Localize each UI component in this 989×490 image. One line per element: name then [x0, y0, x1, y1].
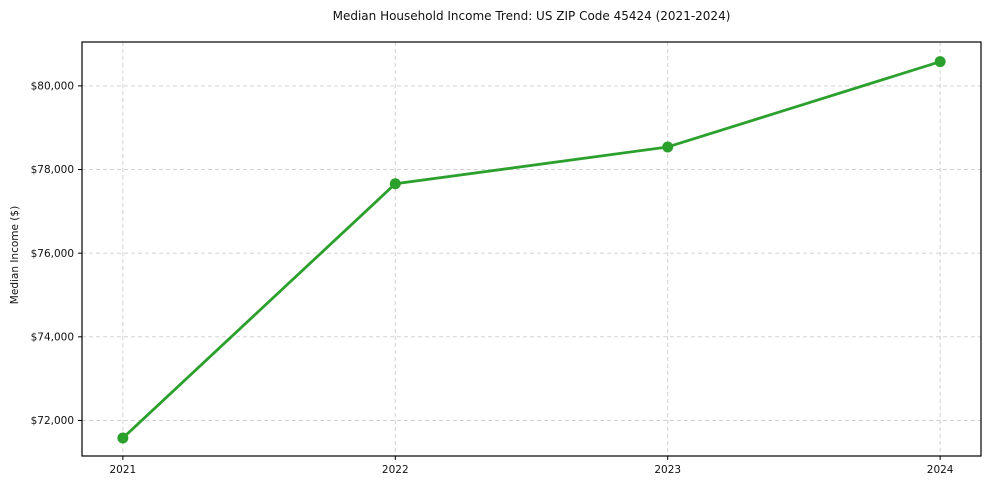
- y-tick-label: $78,000: [31, 164, 74, 176]
- axes-frame: [81, 41, 982, 457]
- y-tick-label: $72,000: [31, 415, 74, 427]
- y-tick-label: $76,000: [31, 248, 74, 260]
- x-tick-label: 2023: [654, 464, 681, 476]
- data-point-marker: [662, 141, 674, 153]
- data-point-marker: [934, 56, 946, 68]
- x-tick-label: 2022: [382, 464, 409, 476]
- x-tick-label: 2021: [109, 464, 136, 476]
- x-tick-label: 2024: [927, 464, 954, 476]
- y-axis-label: Median Income ($): [9, 205, 21, 305]
- data-point-marker: [389, 178, 401, 190]
- series-line: [121, 60, 942, 440]
- chart-title: Median Household Income Trend: US ZIP Co…: [332, 9, 731, 23]
- y-tick-label: $74,000: [31, 332, 74, 344]
- data-point-marker: [117, 432, 129, 444]
- y-tick-label: $80,000: [31, 81, 74, 93]
